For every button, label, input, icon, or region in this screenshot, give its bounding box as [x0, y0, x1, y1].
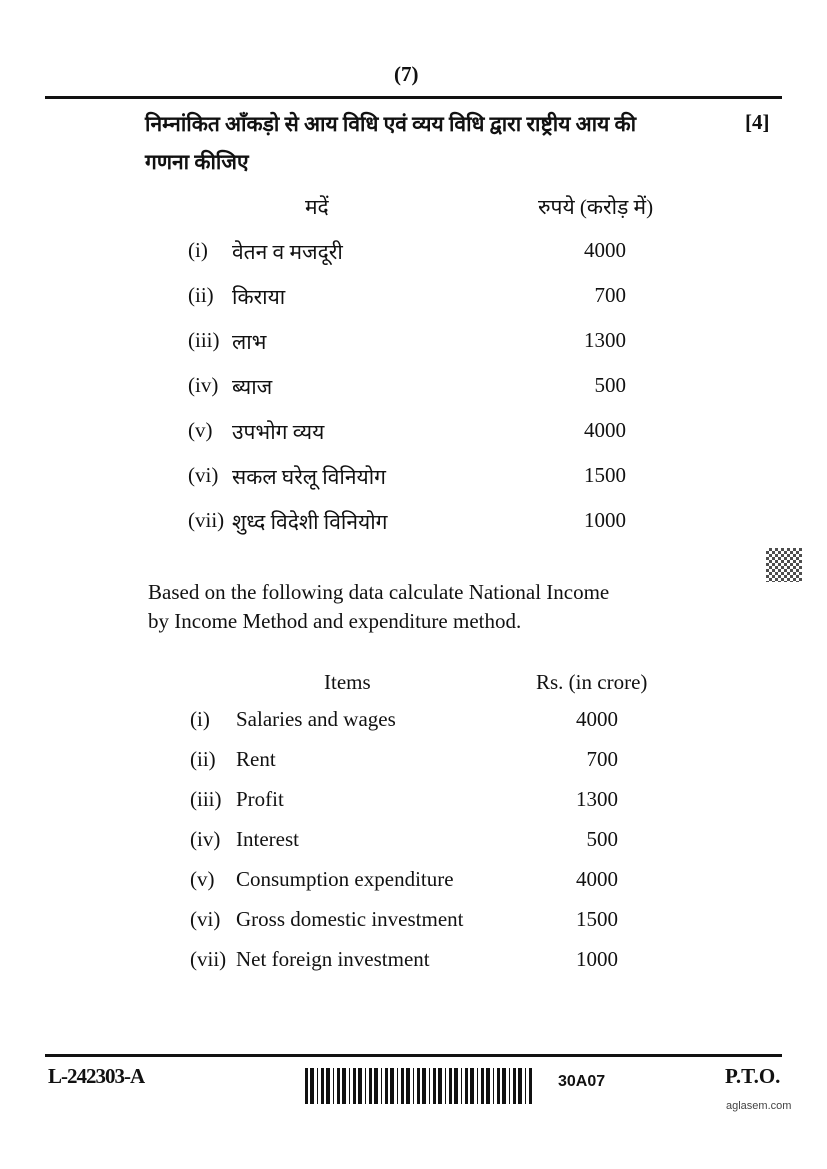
- qr-code: [766, 548, 802, 582]
- pto: P.T.O.: [725, 1064, 781, 1088]
- row-value: 500: [586, 827, 619, 851]
- row-item: Consumption expenditure: [236, 867, 454, 891]
- barcode: [305, 1068, 533, 1104]
- row-item: उपभोग व्यय: [232, 420, 325, 444]
- english-table-row: (iv) Interest 500: [0, 827, 827, 857]
- row-item: Profit: [236, 787, 284, 811]
- hindi-header-amount: रुपये (करोड़ में): [538, 195, 654, 219]
- row-number: (iv): [188, 373, 219, 397]
- row-value: 1000: [576, 947, 618, 971]
- hindi-table-row: (v) उपभोग व्यय 4000: [0, 418, 827, 448]
- row-number: (ii): [190, 747, 216, 771]
- row-value: 4000: [576, 867, 618, 891]
- row-value: 1300: [584, 328, 626, 352]
- english-table-row: (ii) Rent 700: [0, 747, 827, 777]
- english-table-row: (vii) Net foreign investment 1000: [0, 947, 827, 977]
- row-value: 500: [594, 373, 627, 397]
- row-item: किराया: [232, 285, 286, 309]
- row-number: (i): [188, 238, 208, 262]
- row-item: सकल घरेलू विनियोग: [232, 465, 386, 489]
- row-item: वेतन व मजदूरी: [232, 240, 343, 264]
- hindi-table-row: (i) वेतन व मजदूरी 4000: [0, 238, 827, 268]
- row-value: 1500: [576, 907, 618, 931]
- row-number: (vii): [188, 508, 225, 532]
- hindi-question-cont: गणना कीजिए: [145, 150, 249, 174]
- row-value: 700: [586, 747, 619, 771]
- row-value: 4000: [584, 418, 626, 442]
- row-item: लाभ: [232, 330, 267, 354]
- bottom-rule: [45, 1054, 782, 1057]
- hindi-question: निम्नांकित आँकड़ो से आय विधि एवं व्यय वि…: [145, 112, 637, 136]
- row-number: (iii): [190, 787, 222, 811]
- row-number: (vi): [190, 907, 221, 931]
- row-item: Rent: [236, 747, 276, 771]
- row-number: (iii): [188, 328, 220, 352]
- top-rule: [45, 96, 782, 99]
- hindi-header-items: मदें: [305, 195, 329, 219]
- row-item: ब्याज: [232, 375, 273, 399]
- row-value: 1000: [584, 508, 626, 532]
- page-number: (7): [394, 62, 419, 86]
- english-table-row: (iii) Profit 1300: [0, 787, 827, 817]
- english-table-row: (v) Consumption expenditure 4000: [0, 867, 827, 897]
- row-value: 1300: [576, 787, 618, 811]
- row-number: (ii): [188, 283, 214, 307]
- row-value: 700: [594, 283, 627, 307]
- hindi-table-row: (iv) ब्याज 500: [0, 373, 827, 403]
- row-number: (vii): [190, 947, 227, 971]
- english-question-cont: by Income Method and expenditure method.: [148, 609, 522, 633]
- hindi-table-row: (vi) सकल घरेलू विनियोग 1500: [0, 463, 827, 493]
- paper-code: L-242303-A: [48, 1064, 145, 1088]
- row-value: 4000: [576, 707, 618, 731]
- english-table-row: (vi) Gross domestic investment 1500: [0, 907, 827, 937]
- english-table-row: (i) Salaries and wages 4000: [0, 707, 827, 737]
- hindi-table-row: (vii) शुध्द विदेशी विनियोग 1000: [0, 508, 827, 538]
- hindi-table-row: (ii) किराया 700: [0, 283, 827, 313]
- row-number: (vi): [188, 463, 219, 487]
- row-item: Salaries and wages: [236, 707, 396, 731]
- row-number: (v): [190, 867, 215, 891]
- hindi-table-row: (iii) लाभ 1300: [0, 328, 827, 358]
- row-number: (i): [190, 707, 210, 731]
- row-item: Gross domestic investment: [236, 907, 464, 931]
- row-number: (v): [188, 418, 213, 442]
- watermark: aglasem.com: [726, 1100, 792, 1112]
- row-item: शुध्द विदेशी विनियोग: [232, 510, 388, 534]
- row-value: 1500: [584, 463, 626, 487]
- marks: [4]: [745, 110, 770, 134]
- english-header-amount: Rs. (in crore): [536, 670, 648, 694]
- row-item: Interest: [236, 827, 299, 851]
- row-value: 4000: [584, 238, 626, 262]
- row-number: (iv): [190, 827, 221, 851]
- row-item: Net foreign investment: [236, 947, 430, 971]
- english-question: Based on the following data calculate Na…: [148, 580, 610, 604]
- english-header-items: Items: [324, 670, 371, 694]
- barcode-code: 30A07: [558, 1073, 606, 1090]
